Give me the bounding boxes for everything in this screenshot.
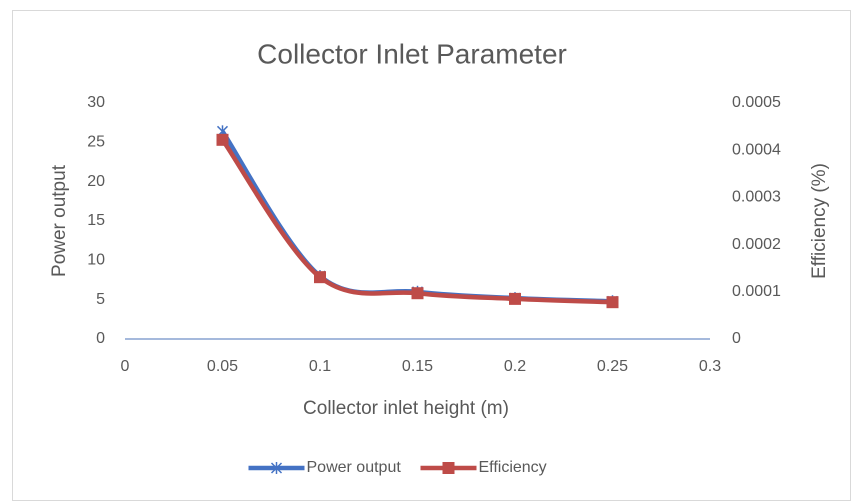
y-tick-label: 15 — [87, 212, 105, 229]
x-tick-label: 0.15 — [402, 358, 433, 375]
y2-tick-label: 0.0005 — [732, 94, 781, 111]
y-tick-label: 10 — [87, 252, 105, 269]
x-tick-label: 0.05 — [207, 358, 238, 375]
y-tick-label: 25 — [87, 134, 105, 151]
legend-label: Power output — [307, 459, 402, 476]
y-tick-label: 20 — [87, 173, 105, 190]
marker — [314, 271, 326, 284]
y2-axis-title: Efficiency (%) — [809, 163, 830, 279]
y-axis-title: Power output — [49, 164, 70, 277]
y-tick-label: 30 — [87, 94, 105, 111]
marker — [442, 462, 455, 474]
marker — [411, 287, 424, 300]
marker — [509, 292, 521, 305]
x-axis-title: Collector inlet height (m) — [303, 398, 509, 419]
x-tick-label: 0.2 — [504, 358, 526, 375]
x-tick-label: 0.3 — [699, 358, 721, 375]
x-tick-label: 0.25 — [597, 358, 628, 375]
legend-entry: Power output — [248, 459, 402, 476]
chart-frame — [12, 10, 851, 501]
y-tick-label: 5 — [96, 291, 105, 308]
legend-label: Efficiency — [479, 459, 547, 476]
marker — [270, 462, 283, 474]
y-tick-label: 0 — [96, 330, 105, 347]
y2-tick-label: 0.0004 — [732, 141, 781, 158]
chart-title: Collector Inlet Parameter — [257, 38, 567, 69]
y2-tick-label: 0.0003 — [732, 189, 781, 206]
y2-tick-label: 0 — [732, 330, 741, 347]
x-tick-label: 0 — [121, 358, 130, 375]
legend-entry: Efficiency — [420, 459, 547, 476]
y2-tick-label: 0.0002 — [732, 236, 781, 253]
marker — [216, 133, 229, 146]
series-line — [220, 138, 613, 305]
marker — [606, 296, 619, 309]
x-tick-label: 0.1 — [309, 358, 331, 375]
y2-tick-label: 0.0001 — [732, 283, 781, 300]
